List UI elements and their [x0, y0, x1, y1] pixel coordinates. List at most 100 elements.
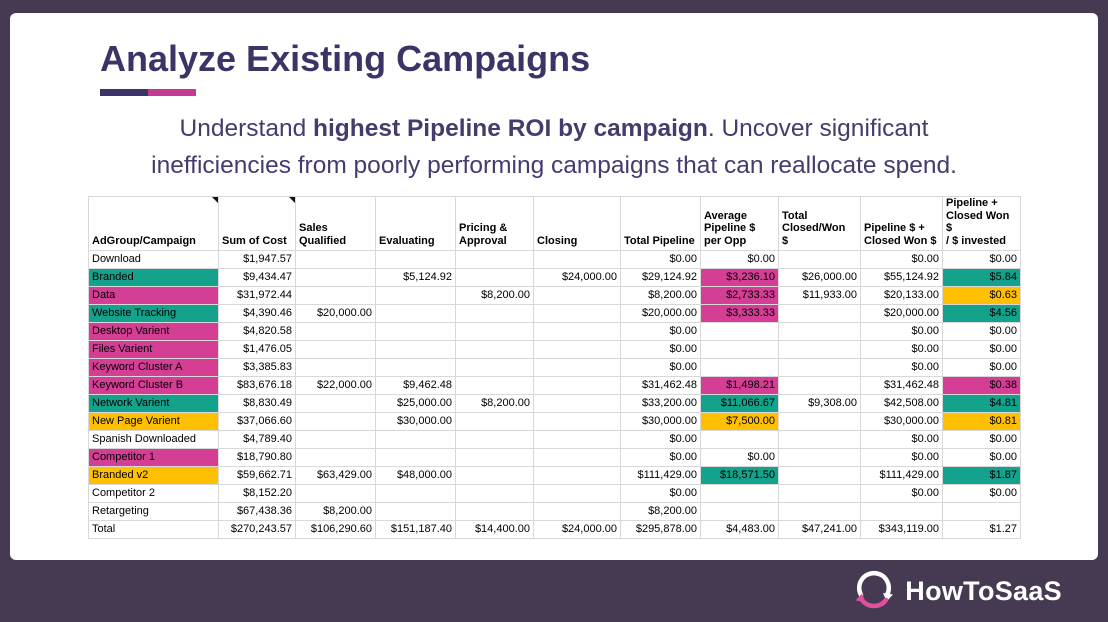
- cell: $343,119.00: [860, 520, 943, 539]
- cell: [375, 448, 456, 467]
- cell: [778, 376, 861, 395]
- cell: $4,390.46: [218, 304, 296, 323]
- cell: $0.00: [942, 322, 1021, 341]
- cell: $7,500.00: [700, 412, 779, 431]
- table-row: Total $270,243.57 $106,290.60 $151,187.40 $1…: [88, 520, 1021, 539]
- cell: $33,200.00: [620, 394, 701, 413]
- column-header: Total Pipeline: [620, 196, 701, 251]
- row-label: Keyword Cluster A: [88, 358, 219, 377]
- cell: $8,830.49: [218, 394, 296, 413]
- table-row: Website Tracking $4,390.46 $20,000.00 $20,0…: [88, 304, 1021, 323]
- cell: [700, 430, 779, 449]
- row-label: Branded: [88, 268, 219, 287]
- cell: [455, 376, 534, 395]
- cell: $0.00: [860, 322, 943, 341]
- cell: $4.56: [942, 304, 1021, 323]
- cell: [778, 340, 861, 359]
- cell: [295, 250, 376, 269]
- cell: $0.00: [620, 358, 701, 377]
- cell: [375, 358, 456, 377]
- title-accent-dark: [100, 89, 148, 96]
- cell: [295, 358, 376, 377]
- cell: $47,241.00: [778, 520, 861, 539]
- cell: $25,000.00: [375, 394, 456, 413]
- cell: $1.27: [942, 520, 1021, 539]
- cell: $18,790.80: [218, 448, 296, 467]
- cell: $270,243.57: [218, 520, 296, 539]
- cell: $1,476.05: [218, 340, 296, 359]
- cell: $37,066.60: [218, 412, 296, 431]
- header-row: AdGroup/Campaign Sum of Cost Sales Qualifi…: [88, 196, 1021, 251]
- cell: $9,308.00: [778, 394, 861, 413]
- subtitle-part-3: . Uncover significant inefficiencies fro…: [151, 115, 957, 179]
- cell: [455, 502, 534, 521]
- cell: [375, 286, 456, 305]
- column-header: Total Closed/Won $: [778, 196, 861, 251]
- cell: $9,462.48: [375, 376, 456, 395]
- table-row: Keyword Cluster B $83,676.18 $22,000.00 $9,…: [88, 376, 1021, 395]
- cell: $24,000.00: [533, 268, 621, 287]
- cell: [533, 412, 621, 431]
- cell: $48,000.00: [375, 466, 456, 485]
- cell: $8,200.00: [620, 286, 701, 305]
- cell: $4.81: [942, 394, 1021, 413]
- column-header: Evaluating: [375, 196, 456, 251]
- cell: [455, 430, 534, 449]
- column-header: Pipeline + Closed Won $ / $ invested: [942, 196, 1021, 251]
- cell: [295, 286, 376, 305]
- column-header: Closing: [533, 196, 621, 251]
- cell: [375, 322, 456, 341]
- cell: [455, 484, 534, 503]
- column-header: Average Pipeline $ per Opp: [700, 196, 779, 251]
- cell: [778, 484, 861, 503]
- cell: [295, 430, 376, 449]
- row-label: Data: [88, 286, 219, 305]
- cell: [375, 250, 456, 269]
- cell: [375, 304, 456, 323]
- cell: [778, 250, 861, 269]
- row-label: Website Tracking: [88, 304, 219, 323]
- cell: $0.00: [620, 448, 701, 467]
- cell: $0.00: [942, 250, 1021, 269]
- howtosaas-logo: HowToSaaS: [853, 570, 1062, 612]
- cell: [942, 502, 1021, 521]
- cell: $0.00: [860, 484, 943, 503]
- cell: [778, 304, 861, 323]
- cell: $0.00: [942, 448, 1021, 467]
- cell: $0.00: [620, 484, 701, 503]
- cell: [455, 268, 534, 287]
- cell: $1,498.21: [700, 376, 779, 395]
- cell: $0.00: [860, 340, 943, 359]
- cell: $0.00: [860, 250, 943, 269]
- cell: [295, 394, 376, 413]
- cell: $67,438.36: [218, 502, 296, 521]
- cell: $5,124.92: [375, 268, 456, 287]
- cell: $4,483.00: [700, 520, 779, 539]
- column-header: Pipeline $ + Closed Won $: [860, 196, 943, 251]
- column-header: AdGroup/Campaign: [88, 196, 219, 251]
- cell: $0.00: [860, 430, 943, 449]
- table-row: Download $1,947.57 $0.00 $0.00 $0.00 $0.00: [88, 250, 1021, 269]
- cell: [533, 502, 621, 521]
- table-row: Files Varient $1,476.05 $0.00 $0.00 $0.00: [88, 340, 1021, 359]
- cell: [778, 322, 861, 341]
- footer-band: HowToSaaS: [0, 560, 1108, 622]
- table-row: Competitor 2 $8,152.20 $0.00 $0.00 $0.00: [88, 484, 1021, 503]
- cell: [295, 340, 376, 359]
- cell: [533, 448, 621, 467]
- cell: [533, 358, 621, 377]
- cell: $22,000.00: [295, 376, 376, 395]
- cell: [533, 484, 621, 503]
- table-row: Spanish Downloaded $4,789.40 $0.00 $0.00 $0.…: [88, 430, 1021, 449]
- row-label: Spanish Downloaded: [88, 430, 219, 449]
- campaign-table-wrap: AdGroup/Campaign Sum of Cost Sales Qualifi…: [88, 196, 1098, 539]
- slide-content-card: Analyze Existing Campaigns Understand hi…: [10, 13, 1098, 560]
- cell: [455, 448, 534, 467]
- cell: [295, 484, 376, 503]
- cell: $63,429.00: [295, 466, 376, 485]
- cell: $8,200.00: [295, 502, 376, 521]
- cell: [533, 430, 621, 449]
- cell: $0.00: [860, 358, 943, 377]
- cell: [700, 484, 779, 503]
